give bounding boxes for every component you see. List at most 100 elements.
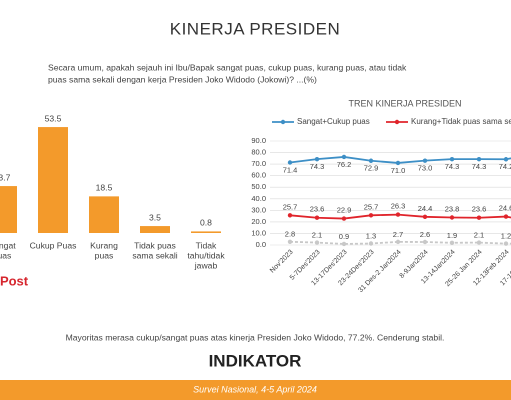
bar-category-label: Tidak — [196, 240, 217, 250]
point-label: 2.8 — [285, 230, 295, 239]
bar-value-label: 23.7 — [0, 172, 11, 182]
bar — [38, 127, 68, 233]
legend-label: Sangat+Cukup puas — [297, 117, 370, 126]
point-label: 2.6 — [420, 230, 430, 239]
point-label: 71.4 — [283, 165, 298, 174]
y-tick-label: 0.0 — [256, 240, 266, 249]
legend-marker — [394, 119, 400, 125]
series-marker — [449, 215, 455, 220]
point-label: 74.3 — [310, 162, 325, 171]
line-chart-title: TREN KINERJA PRESIDEN — [348, 98, 461, 108]
y-tick-label: 70.0 — [251, 159, 266, 168]
series-marker — [422, 158, 428, 163]
point-label: 22.9 — [337, 206, 352, 215]
point-label: 1.2 — [501, 232, 511, 241]
point-label: 24.6 — [499, 204, 511, 213]
point-label: 72.9 — [364, 164, 379, 173]
series-marker — [314, 240, 320, 245]
point-label: 74.3 — [445, 162, 460, 171]
series-marker — [287, 213, 293, 218]
y-tick-label: 80.0 — [251, 148, 266, 157]
bar-value-label: 0.8 — [200, 218, 212, 228]
point-label: 71.0 — [391, 166, 406, 175]
point-label: 74.3 — [472, 162, 487, 171]
series-marker — [368, 213, 374, 218]
bar-category-label: Kurang — [90, 240, 118, 250]
series-marker — [287, 239, 293, 244]
footer-bar — [0, 380, 511, 400]
series-line — [289, 156, 511, 164]
series-marker — [395, 160, 401, 166]
series-marker — [503, 157, 509, 162]
series-line — [289, 240, 511, 245]
y-tick-label: 20.0 — [251, 217, 266, 226]
y-tick-label: 90.0 — [251, 136, 266, 145]
y-tick-label: 10.0 — [251, 228, 266, 237]
question-line: Secara umum, apakah sejauh ini Ibu/Bapak… — [48, 62, 407, 72]
point-label: 2.7 — [393, 230, 403, 239]
point-label: 1.3 — [366, 231, 376, 240]
point-label: 73.0 — [418, 164, 433, 173]
bar — [0, 186, 17, 233]
series-marker — [341, 216, 347, 221]
point-label: 24.4 — [418, 204, 433, 213]
point-label: 23.8 — [445, 204, 460, 213]
series-marker — [314, 215, 320, 220]
point-label: 25.7 — [364, 202, 379, 211]
bar-value-label: 53.5 — [45, 113, 62, 123]
point-label: 2.1 — [312, 231, 322, 240]
point-label: 26.3 — [391, 202, 406, 211]
series-marker — [314, 156, 320, 162]
series-marker — [341, 154, 347, 160]
series-marker — [503, 214, 509, 219]
bar-category-label: puas — [0, 250, 11, 260]
series-marker — [449, 240, 455, 246]
bar-category-label: Tidak puas — [134, 240, 176, 250]
point-label: 0.9 — [339, 232, 349, 241]
point-label: 76.2 — [337, 160, 352, 169]
series-marker — [449, 156, 455, 162]
bar-category-label: jawab — [194, 260, 218, 270]
point-label: 25.7 — [283, 202, 298, 211]
brand-logo: nPost — [0, 273, 29, 288]
point-label: 23.6 — [310, 205, 325, 214]
series-marker — [368, 241, 374, 246]
bar-category-label: Cukup Puas — [30, 240, 77, 250]
bar-category-label: Sangat — [0, 240, 16, 250]
bar-value-label: 18.5 — [96, 183, 113, 193]
bar-category-label: puas — [95, 250, 114, 260]
indikator-logo: INDIKATOR — [209, 351, 302, 370]
series-marker — [368, 158, 374, 163]
bar-category-label: tahu/tidak — [187, 250, 225, 260]
series-marker — [395, 212, 401, 217]
point-label: 1.9 — [447, 231, 457, 240]
point-label: 74.2 — [499, 162, 511, 171]
bar-category-label: sama sekali — [132, 250, 177, 260]
series-marker — [287, 160, 293, 165]
legend-marker — [280, 119, 286, 125]
question-line: puas sama sekali dengan kerja Presiden J… — [48, 74, 317, 84]
slide-title: KINERJA PRESIDEN — [170, 19, 341, 38]
series-marker — [422, 214, 428, 220]
legend-label: Kurang+Tidak puas sama sekali — [411, 117, 511, 126]
y-tick-label: 50.0 — [251, 182, 266, 191]
x-tick-label: Nov'2023 — [269, 249, 295, 275]
series-marker — [395, 239, 401, 245]
bar — [89, 196, 119, 233]
series-marker — [341, 241, 347, 247]
point-label: 2.1 — [474, 231, 484, 240]
series-marker — [503, 241, 509, 246]
series-marker — [476, 156, 482, 162]
point-label: 23.6 — [472, 205, 487, 214]
bar — [191, 231, 221, 233]
bar-value-label: 3.5 — [149, 212, 161, 222]
y-tick-label: 60.0 — [251, 171, 266, 180]
series-marker — [422, 239, 428, 245]
series-marker — [476, 215, 482, 220]
y-tick-label: 40.0 — [251, 194, 266, 203]
summary-note: Mayoritas merasa cukup/sangat puas atas … — [66, 332, 445, 342]
footer-text: Survei Nasional, 4-5 April 2024 — [193, 384, 317, 394]
bar — [140, 226, 170, 233]
